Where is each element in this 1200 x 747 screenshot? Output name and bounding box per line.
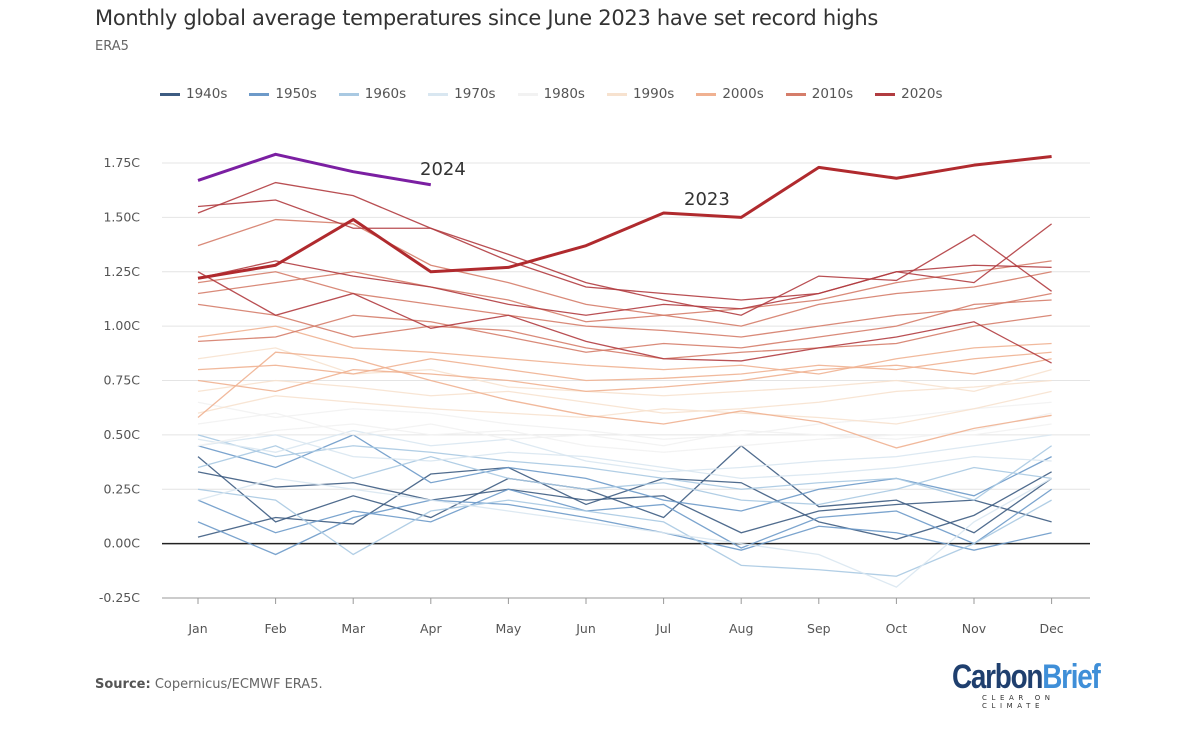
logo-tagline: CLEAR ON CLIMATE: [982, 694, 1055, 710]
legend-label: 1940s: [186, 86, 228, 102]
series-line-2010s: [197, 271, 1052, 338]
source-label: Source:: [95, 677, 151, 692]
series-line-2020s: [197, 181, 1052, 301]
x-tick-label: Feb: [265, 621, 287, 636]
legend-label: 1950s: [275, 86, 317, 102]
series-line-2020s: [197, 260, 1052, 316]
series-line-1960s: [197, 488, 1052, 577]
series-line-1990s: [197, 347, 1052, 397]
x-tick-label: Dec: [1039, 621, 1063, 636]
legend-swatch: [428, 92, 449, 96]
series-line-1940s: [197, 444, 1052, 534]
logo-text-carbon: Carbon: [952, 658, 1043, 696]
y-tick-label: -0.25C: [99, 590, 140, 605]
series-line-1960s: [197, 445, 1052, 506]
y-tick-label: 1.00C: [103, 318, 140, 333]
legend-label: 2000s: [722, 86, 764, 102]
legend-swatch: [785, 92, 806, 96]
series-line-1990s: [197, 390, 1052, 425]
y-tick-label: 0.00C: [103, 536, 140, 551]
source-note: Source: Copernicus/ECMWF ERA5.: [95, 677, 323, 692]
series-line-1990s: [197, 379, 1052, 414]
x-tick-label: May: [495, 621, 521, 636]
series-line-1950s: [197, 488, 1052, 549]
legend-swatch: [696, 92, 717, 96]
x-tick-label: Aug: [729, 621, 753, 636]
legend-item-2000s: 2000s: [696, 86, 764, 102]
legend-label: 1980s: [543, 86, 585, 102]
series-line-2000s: [197, 325, 1052, 375]
series-line-2000s: [197, 358, 1052, 393]
legend-swatch: [338, 92, 359, 96]
series-line-1980s: [197, 412, 1052, 447]
legend-swatch: [606, 92, 627, 96]
legend-swatch: [249, 92, 270, 96]
x-tick-label: Mar: [341, 621, 365, 636]
series-line-2000s: [197, 351, 1052, 449]
legend-item-2020s: 2020s: [875, 86, 943, 102]
series-line-2024: [197, 152, 432, 187]
source-text: Copernicus/ECMWF ERA5.: [150, 677, 323, 692]
legend: 1940s 1950s 1960s 1970s 1980s 1990s 2000s 2010s…: [160, 86, 965, 102]
series-line-1970s: [197, 477, 1052, 588]
legend-label: 2020s: [901, 86, 943, 102]
x-tick-label: Apr: [420, 621, 442, 636]
x-tick-label: Nov: [962, 621, 987, 636]
x-tick-label: Jul: [655, 621, 671, 636]
legend-item-1990s: 1990s: [606, 86, 675, 102]
x-tick-label: Sep: [807, 621, 831, 636]
legend-swatch: [875, 92, 896, 96]
series-line-2023: [197, 154, 1052, 280]
series-line-1980s: [197, 401, 1052, 440]
logo-text-brief: Brief: [1042, 658, 1101, 696]
legend-label: 2010s: [811, 86, 854, 102]
annotation-2024: 2024: [420, 159, 466, 180]
carbonbrief-logo: CarbonBrief CLEAR ON CLIMATE: [952, 660, 1112, 710]
y-tick-label: 1.25C: [103, 264, 140, 279]
series-line-2020s: [197, 199, 1052, 316]
legend-item-1960s: 1960s: [338, 86, 407, 102]
y-tick-label: 1.50C: [103, 209, 140, 224]
legend-label: 1970s: [454, 86, 496, 102]
legend-label: 1990s: [632, 86, 675, 102]
y-tick-label: 0.50C: [103, 427, 140, 442]
legend-item-1980s: 1980s: [517, 86, 585, 102]
series-line-1950s: [197, 499, 1052, 556]
series-line-2020s: [197, 271, 1052, 364]
legend-item-1940s: 1940s: [160, 86, 227, 102]
legend-label: 1960s: [364, 86, 407, 102]
legend-swatch: [160, 92, 180, 96]
x-tick-label: Jun: [575, 621, 596, 636]
y-tick-label: 0.25C: [103, 481, 140, 496]
series-line-1980s: [197, 423, 1052, 453]
x-tick-label: Oct: [886, 621, 908, 636]
chart-subtitle: ERA5: [95, 39, 129, 54]
y-tick-label: 0.75C: [103, 373, 140, 388]
x-tick-label: Jan: [187, 621, 207, 636]
legend-swatch: [517, 92, 538, 96]
chart-title: Monthly global average temperatures sinc…: [95, 6, 879, 30]
series-line-1940s: [197, 471, 1052, 534]
series-line-1970s: [197, 429, 1052, 473]
legend-item-1970s: 1970s: [428, 86, 496, 102]
legend-item-2010s: 2010s: [785, 86, 854, 102]
annotation-2023: 2023: [684, 189, 730, 210]
legend-item-1950s: 1950s: [249, 86, 317, 102]
series-line-1960s: [197, 434, 1052, 501]
series-line-2000s: [197, 351, 1052, 382]
series-line-1950s: [197, 434, 1052, 512]
y-tick-label: 1.75C: [103, 155, 140, 170]
series-line-2010s: [197, 303, 1052, 360]
series-line-2010s: [197, 299, 1052, 353]
series-line-1970s: [197, 434, 1052, 480]
